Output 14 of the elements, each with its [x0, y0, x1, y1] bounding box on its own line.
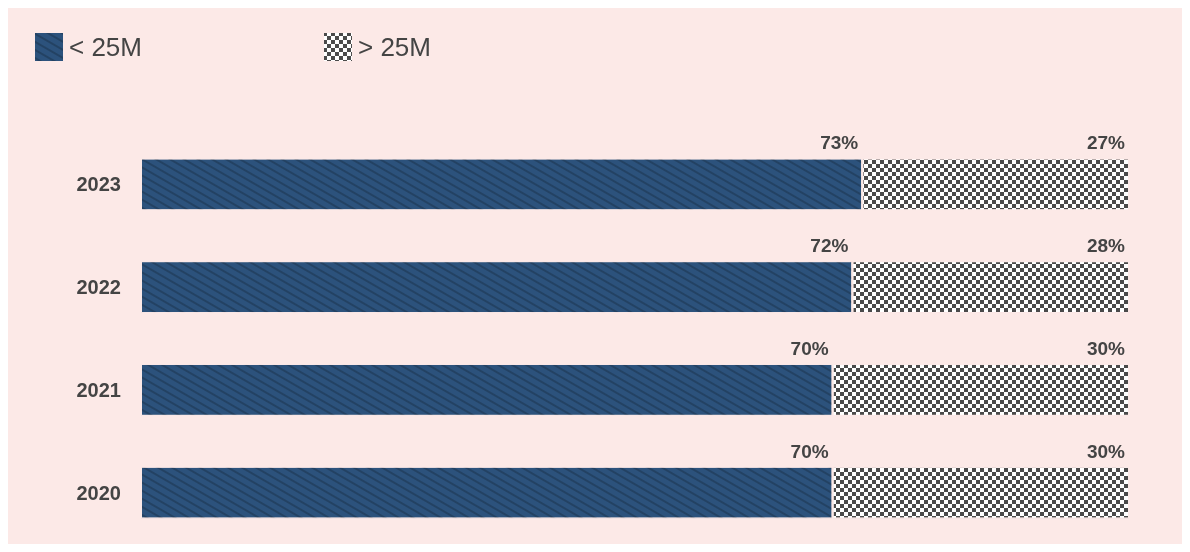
data-label: 30%: [1086, 440, 1126, 462]
y-tick-label: 2022: [76, 276, 121, 299]
data-label: 70%: [790, 337, 829, 359]
data-label: 73%: [820, 132, 859, 154]
data-label: 27%: [1086, 132, 1126, 154]
legend-label: < 25M: [69, 32, 142, 62]
data-label: 28%: [1086, 235, 1126, 257]
y-tick-label: 2023: [76, 173, 121, 196]
data-label: 30%: [1086, 337, 1126, 359]
y-tick-label: 2021: [76, 378, 121, 401]
legend-label: > 25M: [357, 32, 431, 62]
y-tick-label: 2020: [76, 481, 121, 504]
data-label: 70%: [790, 440, 829, 462]
data-label: 72%: [810, 235, 849, 257]
